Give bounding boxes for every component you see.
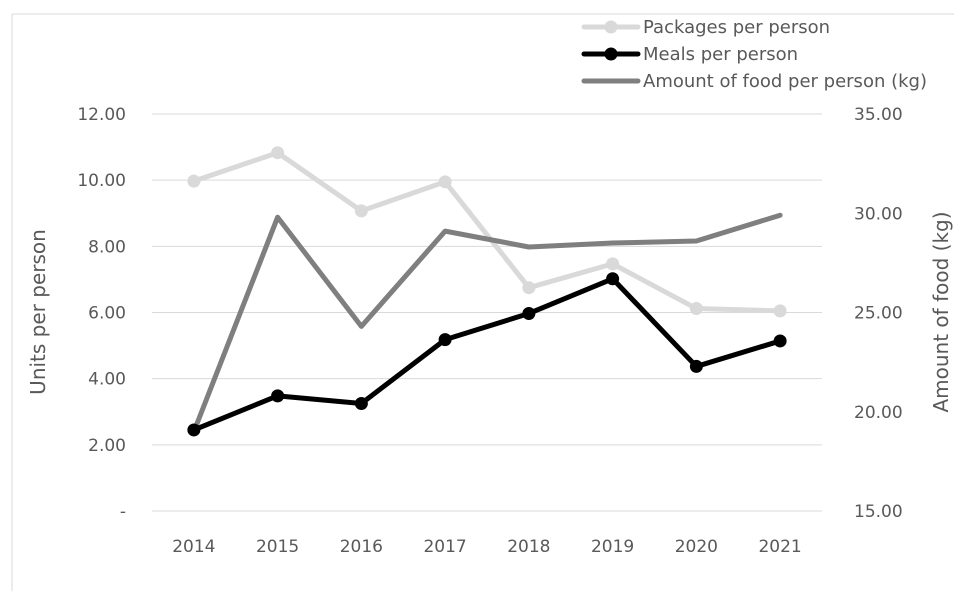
- x-tick-label: 2018: [507, 537, 550, 557]
- data-point: [271, 146, 285, 160]
- right-axis-title: Amount of food (kg): [929, 211, 953, 412]
- right-axis-ticks: 15.00 20.00 25.00 30.00 35.00: [854, 105, 903, 522]
- left-axis-title: Units per person: [26, 229, 50, 395]
- left-axis-ticks: - 2.00 4.00 6.00 8.00 10.00 12.00: [77, 105, 126, 522]
- left-tick-label: 8.00: [88, 237, 126, 257]
- series-line: [191, 212, 783, 435]
- left-tick-label: 4.00: [88, 370, 126, 390]
- data-point: [187, 423, 201, 437]
- right-tick-label: 30.00: [854, 204, 903, 224]
- data-point: [354, 396, 368, 410]
- left-tick-label: 10.00: [77, 171, 126, 191]
- data-point: [773, 304, 787, 318]
- series-line: [191, 150, 783, 314]
- data-point: [689, 302, 703, 316]
- data-point: [773, 334, 787, 348]
- legend-label: Packages per person: [643, 17, 830, 38]
- legend: Packages per person Meals per person Amoun…: [581, 17, 927, 92]
- left-tick-label: -: [120, 502, 126, 522]
- series-line: [191, 276, 783, 433]
- data-point: [606, 272, 620, 286]
- right-tick-label: 20.00: [854, 403, 903, 423]
- legend-marker: [604, 47, 618, 61]
- right-tick-label: 35.00: [854, 105, 903, 125]
- data-point: [522, 306, 536, 320]
- data-point: [438, 333, 452, 347]
- right-tick-label: 15.00: [854, 502, 903, 522]
- x-tick-label: 2015: [256, 537, 299, 557]
- legend-label: Meals per person: [643, 44, 798, 65]
- data-point: [187, 174, 201, 188]
- x-tick-label: 2020: [675, 537, 718, 557]
- data-point: [354, 204, 368, 218]
- data-point: [438, 175, 452, 189]
- right-tick-label: 25.00: [854, 304, 903, 324]
- gridlines: [152, 113, 822, 512]
- data-point: [689, 359, 703, 373]
- x-tick-label: 2016: [340, 537, 383, 557]
- series-lines: [187, 146, 787, 437]
- x-tick-label: 2017: [423, 537, 466, 557]
- left-tick-label: 2.00: [88, 436, 126, 456]
- left-tick-label: 12.00: [77, 105, 126, 125]
- legend-marker: [604, 20, 618, 34]
- data-point: [522, 281, 536, 295]
- left-tick-label: 6.00: [88, 304, 126, 324]
- data-point: [606, 257, 620, 271]
- x-tick-label: 2014: [172, 537, 215, 557]
- x-axis-ticks: 2014 2015 2016 2017 2018 2019 2020 2021: [172, 537, 802, 557]
- x-tick-label: 2021: [758, 537, 801, 557]
- x-tick-label: 2019: [591, 537, 634, 557]
- data-point: [271, 389, 285, 403]
- legend-label: Amount of food per person (kg): [643, 71, 927, 92]
